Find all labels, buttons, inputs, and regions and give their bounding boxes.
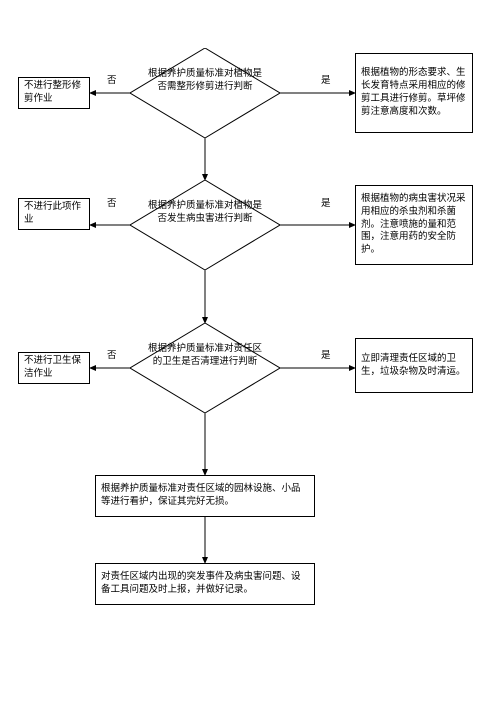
flowchart-canvas: 根据养护质量标准对植物是否需整形修剪进行判断 不进行整形修剪作业 根据植物的形态… <box>0 0 500 707</box>
yes-sanitation-box: 立即清理责任区域的卫生，垃圾杂物及时清运。 <box>355 338 473 393</box>
process-report-text: 对责任区域内出现的突发事件及病虫害问题、设备工具问题及时上报，并做好记录。 <box>101 571 309 597</box>
label-no-1: 否 <box>106 77 118 87</box>
no-pest-box: 不进行此项作业 <box>18 198 90 230</box>
yes-prune-box: 根据植物的形态要求、生长发育特点采用相应的修剪工具进行修剪。草坪修剪注意高度和次… <box>355 53 473 133</box>
label-yes-2: 是 <box>320 200 332 210</box>
label-no-3: 否 <box>106 352 118 362</box>
process-report: 对责任区域内出现的突发事件及病虫害问题、设备工具问题及时上报，并做好记录。 <box>95 563 315 605</box>
process-facility: 根据养护质量标准对责任区域的园林设施、小品等进行看护，保证其完好无损。 <box>95 475 315 517</box>
process-facility-text: 根据养护质量标准对责任区域的园林设施、小品等进行看护，保证其完好无损。 <box>101 483 309 509</box>
no-sanitation-text: 不进行卫生保洁作业 <box>24 355 84 381</box>
yes-sanitation-text: 立即清理责任区域的卫生，垃圾杂物及时清运。 <box>361 353 467 379</box>
decision-pest-text: 根据养护质量标准对植物是否发生病虫害进行判断 <box>145 200 265 226</box>
no-sanitation-box: 不进行卫生保洁作业 <box>18 352 90 384</box>
decision-prune-text: 根据养护质量标准对植物是否需整形修剪进行判断 <box>145 68 265 94</box>
yes-pest-box: 根据植物的病虫害状况采用相应的杀虫剂和杀菌剂。注意喷施的量和范围，注意用药的安全… <box>355 185 473 265</box>
decision-prune <box>130 48 280 138</box>
decision-sanitation <box>130 323 280 413</box>
no-prune-box: 不进行整形修剪作业 <box>18 77 90 109</box>
label-yes-3: 是 <box>320 352 332 362</box>
no-pest-text: 不进行此项作业 <box>24 201 84 227</box>
yes-prune-text: 根据植物的形态要求、生长发育特点采用相应的修剪工具进行修剪。草坪修剪注意高度和次… <box>361 67 467 118</box>
yes-pest-text: 根据植物的病虫害状况采用相应的杀虫剂和杀菌剂。注意喷施的量和范围，注意用药的安全… <box>361 193 467 257</box>
no-prune-text: 不进行整形修剪作业 <box>24 80 84 106</box>
label-no-2: 否 <box>106 200 118 210</box>
label-yes-1: 是 <box>320 77 332 87</box>
decision-pest <box>130 180 280 270</box>
decision-sanitation-text: 根据养护质量标准对责任区的卫生是否清理进行判断 <box>145 343 265 369</box>
